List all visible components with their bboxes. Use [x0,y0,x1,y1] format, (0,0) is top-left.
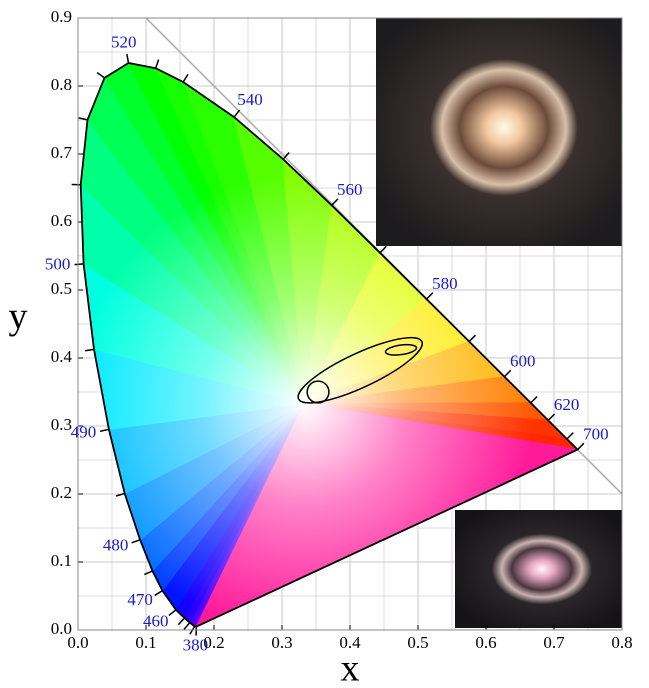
wavelength-label: 500 [45,254,71,273]
x-tick-label: 0.1 [135,633,156,652]
wavelength-tick [234,110,240,117]
chart: 380460470480490500520540560580600620700 … [0,0,649,688]
y-tick-label: 0.2 [51,483,72,502]
wavelength-tick [531,397,537,403]
y-tick-label: 0.3 [51,415,72,434]
wavelength-label: 700 [583,424,609,443]
y-tick-label: 0.5 [51,279,72,298]
x-axis-label: x [341,648,360,688]
wavelength-tick [132,540,140,543]
wavelength-label: 520 [111,32,137,51]
wavelength-label: 490 [71,422,97,441]
wavelength-tick [169,610,176,616]
wavelength-tick [578,443,584,449]
wavelength-label: 560 [337,180,363,199]
wavelength-label: 600 [510,351,536,370]
wavelength-label: 460 [143,611,169,630]
wavelength-tick [183,74,188,82]
wavelength-tick [155,591,163,596]
photo [455,510,622,628]
y-axis-label: y [9,296,28,338]
x-tick-label: 0.5 [407,633,428,652]
wavelength-tick [85,349,94,350]
y-tick-label: 0.6 [51,211,72,230]
y-tick-label: 0.8 [51,75,72,94]
wavelength-tick [469,335,475,341]
wavelength-tick [178,618,184,625]
wavelength-tick [156,60,159,69]
wavelength-label: 580 [432,274,458,293]
y-tick-label: 0.7 [51,143,73,162]
wavelength-tick [380,246,386,252]
wavelength-tick [504,370,510,376]
wavelength-tick [100,429,109,431]
wavelength-tick [567,433,573,439]
x-tick-label: 0.3 [271,633,292,652]
wavelength-label: 540 [237,90,263,109]
wavelength-label: 620 [554,395,580,414]
wavelength-label: 480 [103,535,129,554]
x-tick-label: 0.2 [203,633,224,652]
photo [376,18,622,246]
wavelength-tick [332,199,338,205]
y-tick-label: 0.4 [51,347,73,366]
wavelength-tick [184,623,190,630]
y-tick-label: 0.0 [51,619,72,638]
wavelength-label: 470 [127,590,153,609]
x-tick-label: 0.4 [339,633,361,652]
y-tick-label: 0.9 [51,7,72,26]
wavelength-tick [127,54,129,63]
wavelength-tick [427,293,433,299]
wavelength-tick [75,264,84,265]
x-tick-label: 0.7 [543,633,565,652]
x-tick-label: 0.6 [475,633,496,652]
y-tick-label: 0.1 [51,551,72,570]
wavelength-tick [97,73,104,78]
x-tick-label: 0.8 [611,633,632,652]
